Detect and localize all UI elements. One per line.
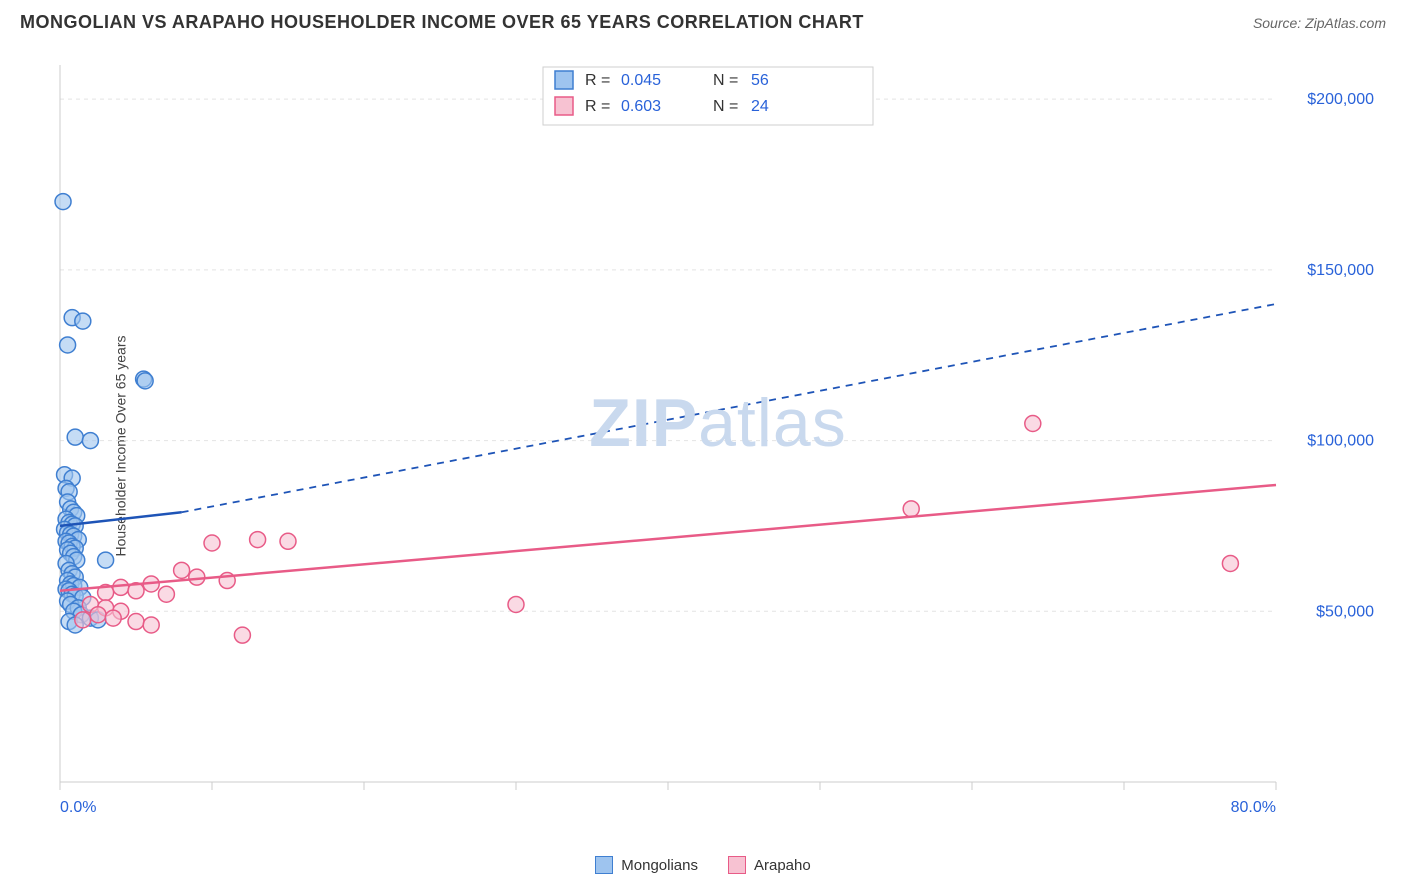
- svg-text:24: 24: [751, 98, 769, 115]
- bottom-legend: Mongolians Arapaho: [0, 856, 1406, 874]
- svg-text:$200,000: $200,000: [1307, 91, 1374, 108]
- swatch-mongolians: [595, 856, 613, 874]
- scatter-chart-svg: $50,000 $100,000 $150,000 $200,000 0.0% 80.0%…: [50, 55, 1386, 822]
- svg-text:N =: N =: [713, 98, 738, 115]
- svg-text:R =: R =: [585, 72, 610, 89]
- svg-text:0.0%: 0.0%: [60, 799, 96, 816]
- header: MONGOLIAN VS ARAPAHO HOUSEHOLDER INCOME …: [0, 0, 1406, 41]
- svg-text:$100,000: $100,000: [1307, 433, 1374, 450]
- chart-title: MONGOLIAN VS ARAPAHO HOUSEHOLDER INCOME …: [20, 12, 864, 33]
- chart-plot-area: $50,000 $100,000 $150,000 $200,000 0.0% 80.0%…: [50, 55, 1386, 822]
- svg-text:N =: N =: [713, 72, 738, 89]
- svg-text:80.0%: 80.0%: [1231, 799, 1276, 816]
- legend-label-mongolians: Mongolians: [621, 857, 698, 874]
- legend-item-arapaho: Arapaho: [728, 856, 811, 874]
- svg-text:$50,000: $50,000: [1316, 603, 1374, 620]
- legend-item-mongolians: Mongolians: [595, 856, 698, 874]
- swatch-arapaho: [728, 856, 746, 874]
- svg-text:R =: R =: [585, 98, 610, 115]
- source-label: Source: ZipAtlas.com: [1253, 15, 1386, 31]
- svg-text:$150,000: $150,000: [1307, 262, 1374, 279]
- svg-text:0.603: 0.603: [621, 98, 661, 115]
- legend-label-arapaho: Arapaho: [754, 857, 811, 874]
- svg-text:0.045: 0.045: [621, 72, 661, 89]
- svg-text:56: 56: [751, 72, 769, 89]
